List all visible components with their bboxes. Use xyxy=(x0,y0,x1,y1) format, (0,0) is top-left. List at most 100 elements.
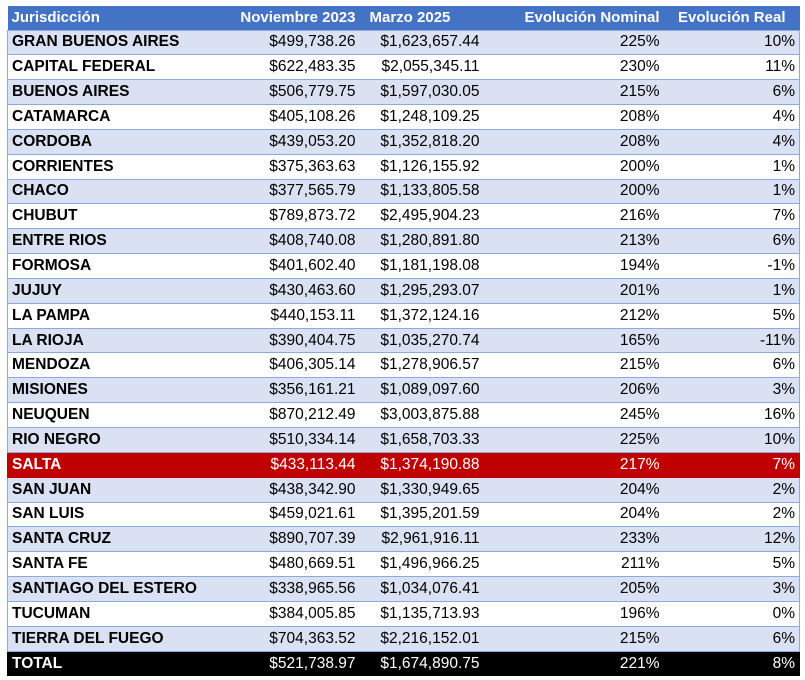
cell-evolucion-real: 6% xyxy=(663,625,800,652)
cell-noviembre: $377,565.79 xyxy=(216,178,360,205)
cell-marzo: $1,035,270.74 xyxy=(359,327,484,354)
cell-evolucion-real: 10% xyxy=(663,29,800,56)
cell-evolucion-nominal: 201% xyxy=(483,277,664,304)
cell-jurisdiccion: CHUBUT xyxy=(7,203,217,230)
cell-jurisdiccion: FORMOSA xyxy=(7,253,217,279)
header-evolucion-real: Evolución Real xyxy=(677,9,786,27)
cell-marzo: $1,181,198.08 xyxy=(359,253,484,279)
cell-jurisdiccion: MISIONES xyxy=(7,377,217,404)
table-row: GRAN BUENOS AIRES $499,738.26 $1,623,657.4… xyxy=(7,29,800,56)
table-row: BUENOS AIRES $506,779.75 $1,597,030.05 215%… xyxy=(7,79,800,106)
cell-marzo: $2,055,345.11 xyxy=(359,54,484,81)
cell-noviembre: $459,021.61 xyxy=(216,501,360,528)
cell-noviembre: $622,483.35 xyxy=(216,54,360,81)
cell-marzo: $1,133,805.58 xyxy=(359,178,484,205)
table-row: CHUBUT $789,873.72 $2,495,904.23 216% 7% xyxy=(7,203,800,230)
cell-noviembre: $870,212.49 xyxy=(216,402,360,428)
table-row: SANTA CRUZ $890,707.39 $2,961,916.11 233% 12… xyxy=(7,526,800,553)
cell-evolucion-real: 16% xyxy=(663,402,800,428)
cell-jurisdiccion: RIO NEGRO xyxy=(7,427,217,453)
total-cell-marzo: $1,674,890.75 xyxy=(359,650,484,677)
cell-marzo: $2,495,904.23 xyxy=(359,203,484,230)
cell-jurisdiccion: LA PAMPA xyxy=(7,302,217,329)
cell-evolucion-real: 2% xyxy=(663,501,800,528)
cell-noviembre: $704,363.52 xyxy=(216,625,360,652)
cell-noviembre: $510,334.14 xyxy=(216,427,360,453)
jurisdiction-table: Jurisdicción Noviembre 2023 Marzo 2025 E… xyxy=(7,6,800,677)
cell-marzo: $1,496,966.25 xyxy=(359,551,484,578)
cell-jurisdiccion: CATAMARCA xyxy=(7,104,217,130)
cell-evolucion-real: 1% xyxy=(663,153,800,180)
table-row: TUCUMAN $384,005.85 $1,135,713.93 196% 0% xyxy=(7,600,800,627)
cell-evolucion-nominal: 204% xyxy=(483,476,664,503)
table-row: RIO NEGRO $510,334.14 $1,658,703.33 225% 10% xyxy=(7,427,800,453)
cell-jurisdiccion: NEUQUEN xyxy=(7,402,217,428)
table-row: SANTA FE $480,669.51 $1,496,966.25 211% 5% xyxy=(7,551,800,578)
cell-jurisdiccion: TIERRA DEL FUEGO xyxy=(7,625,217,652)
cell-evolucion-nominal: 233% xyxy=(483,526,664,553)
cell-evolucion-nominal: 200% xyxy=(483,178,664,205)
table-row: NEUQUEN $870,212.49 $3,003,875.88 245% 16% xyxy=(7,402,800,428)
table-row: JUJUY $430,463.60 $1,295,293.07 201% 1% xyxy=(7,277,800,304)
cell-evolucion-nominal: 245% xyxy=(483,402,664,428)
cell-evolucion-real: 1% xyxy=(663,277,800,304)
cell-evolucion-real: 6% xyxy=(663,352,800,379)
cell-jurisdiccion: SANTA CRUZ xyxy=(7,526,217,553)
cell-jurisdiccion: LA RIOJA xyxy=(7,327,217,354)
cell-marzo: $1,374,190.88 xyxy=(359,451,484,478)
cell-evolucion-nominal: 213% xyxy=(483,228,664,255)
cell-marzo: $1,395,201.59 xyxy=(359,501,484,528)
cell-marzo: $1,135,713.93 xyxy=(359,600,484,627)
cell-noviembre: $438,342.90 xyxy=(216,476,360,503)
cell-evolucion-real: -11% xyxy=(663,327,800,354)
header-evolucion-nominal: Evolución Nominal xyxy=(524,9,660,27)
cell-marzo: $1,597,030.05 xyxy=(359,79,484,106)
table-row: CORDOBA $439,053.20 $1,352,818.20 208% 4% xyxy=(7,128,800,155)
cell-marzo: $1,623,657.44 xyxy=(359,29,484,56)
cell-evolucion-nominal: 211% xyxy=(483,551,664,578)
total-cell-evolucion-nominal: 221% xyxy=(483,650,664,677)
cell-noviembre: $408,740.08 xyxy=(216,228,360,255)
header-marzo: Marzo 2025 xyxy=(369,9,451,27)
table-row: CATAMARCA $405,108.26 $1,248,109.25 208% 4% xyxy=(7,104,800,130)
cell-evolucion-nominal: 165% xyxy=(483,327,664,354)
cell-jurisdiccion: CORRIENTES xyxy=(7,153,217,180)
cell-evolucion-real: 0% xyxy=(663,600,800,627)
cell-evolucion-nominal: 215% xyxy=(483,625,664,652)
cell-noviembre: $506,779.75 xyxy=(216,79,360,106)
cell-noviembre: $356,161.21 xyxy=(216,377,360,404)
cell-jurisdiccion: BUENOS AIRES xyxy=(7,79,217,106)
cell-evolucion-nominal: 204% xyxy=(483,501,664,528)
cell-jurisdiccion: ENTRE RIOS xyxy=(7,228,217,255)
cell-evolucion-real: 1% xyxy=(663,178,800,205)
cell-evolucion-nominal: 206% xyxy=(483,377,664,404)
cell-evolucion-real: 7% xyxy=(663,451,800,478)
cell-marzo: $1,330,949.65 xyxy=(359,476,484,503)
cell-jurisdiccion: MENDOZA xyxy=(7,352,217,379)
table-row: MISIONES $356,161.21 $1,089,097.60 206% 3% xyxy=(7,377,800,404)
cell-noviembre: $401,602.40 xyxy=(216,253,360,279)
cell-evolucion-nominal: 208% xyxy=(483,104,664,130)
header-noviembre: Noviembre 2023 xyxy=(240,9,356,27)
cell-jurisdiccion: SAN LUIS xyxy=(7,501,217,528)
total-cell-noviembre: $521,738.97 xyxy=(216,650,360,677)
cell-noviembre: $430,463.60 xyxy=(216,277,360,304)
cell-marzo: $1,352,818.20 xyxy=(359,128,484,155)
table-row: TIERRA DEL FUEGO $704,363.52 $2,216,152.01… xyxy=(7,625,800,652)
table-row: SANTIAGO DEL ESTERO $338,965.56 $1,034,076… xyxy=(7,576,800,602)
table-row: CAPITAL FEDERAL $622,483.35 $2,055,345.11 2… xyxy=(7,54,800,81)
cell-marzo: $1,658,703.33 xyxy=(359,427,484,453)
cell-jurisdiccion: SALTA xyxy=(7,451,217,478)
cell-noviembre: $390,404.75 xyxy=(216,327,360,354)
cell-evolucion-nominal: 217% xyxy=(483,451,664,478)
header-jurisdiccion: Jurisdicción xyxy=(11,9,100,27)
cell-noviembre: $375,363.63 xyxy=(216,153,360,180)
cell-noviembre: $439,053.20 xyxy=(216,128,360,155)
cell-evolucion-nominal: 205% xyxy=(483,576,664,602)
cell-marzo: $1,089,097.60 xyxy=(359,377,484,404)
cell-noviembre: $499,738.26 xyxy=(216,29,360,56)
cell-marzo: $1,372,124.16 xyxy=(359,302,484,329)
cell-noviembre: $480,669.51 xyxy=(216,551,360,578)
cell-jurisdiccion: CHACO xyxy=(7,178,217,205)
cell-noviembre: $384,005.85 xyxy=(216,600,360,627)
